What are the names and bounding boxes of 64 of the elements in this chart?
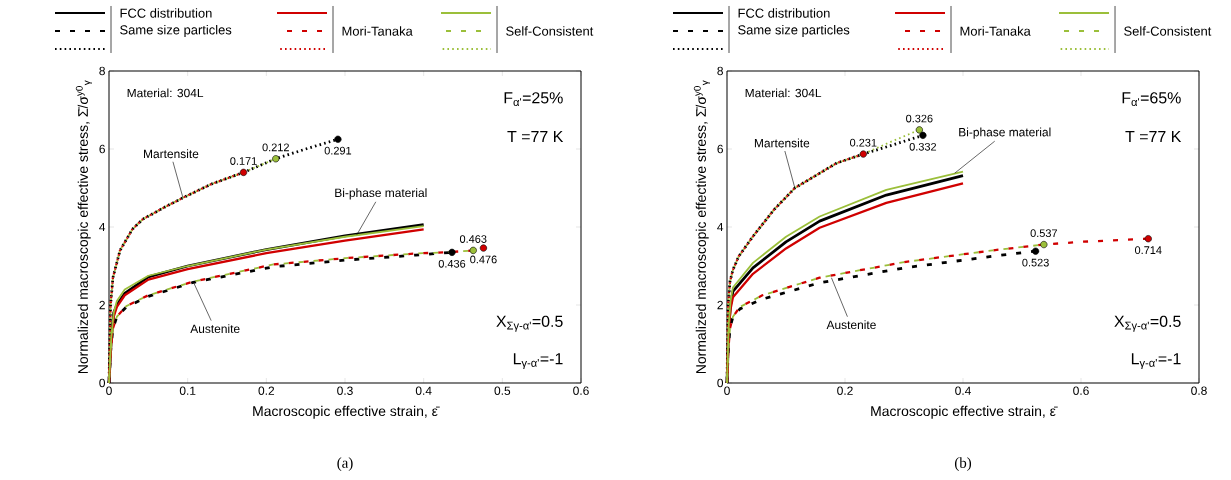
annotation: X$_{Σγ-α'}$=0.5 — [1114, 315, 1181, 332]
annotation: 0.436 — [438, 259, 466, 268]
annotation: 0.523 — [1022, 258, 1049, 267]
annotation: F$_{α'}$=65% — [1122, 92, 1181, 106]
annotation: Austenite — [826, 320, 876, 330]
x-tick-label: 0.3 — [337, 386, 353, 395]
text: (a) — [337, 457, 353, 471]
y-tick-label: 4 — [717, 222, 724, 232]
annotation: 0.463 — [459, 235, 487, 243]
y-axis-title: Normalized macroscopic effective stress, Σ̄/σ$^{y0}$γ — [75, 80, 92, 374]
x-axis-title: Macroscopic effective strain, ε̄ — [871, 405, 1058, 419]
y-tick-label: 6 — [717, 144, 723, 154]
annotation: L$_{γ-α'}$=-1 — [513, 353, 563, 370]
annotation: L$_{γ-α'}$=-1 — [1131, 353, 1181, 370]
annotation: T =77 K — [507, 131, 564, 143]
y-tick-label: 2 — [99, 300, 105, 310]
x-tick-label: 0.6 — [573, 386, 589, 395]
annotation: Material: 304L — [745, 88, 822, 98]
annotation: Bi-phase material — [959, 127, 1051, 139]
annotation: 0.171 — [230, 157, 257, 165]
y-tick-label: 0 — [717, 378, 724, 388]
annotation: T =77 K — [1125, 131, 1182, 143]
legend-label: FCC distribution — [120, 8, 212, 18]
x-tick-label: 0.1 — [179, 386, 196, 395]
text: (b) — [954, 457, 972, 471]
x-tick-label: 0 — [106, 386, 112, 395]
annotation: 0.714 — [1134, 246, 1162, 254]
x-tick-label: 0.6 — [1073, 386, 1089, 395]
y-tick-label: 8 — [717, 66, 723, 76]
y-tick-label: 0 — [99, 378, 106, 388]
x-tick-label: 0.5 — [494, 386, 511, 395]
annotation: X$_{Σγ-α'}$=0.5 — [496, 315, 563, 332]
y-tick-label: 6 — [99, 144, 105, 154]
annotation: F$_{α'}$=25% — [504, 92, 563, 106]
x-axis-title: Macroscopic effective strain, ε̄ — [253, 405, 440, 419]
x-tick-label: 0.4 — [955, 386, 971, 395]
annotation: 0.231 — [850, 138, 877, 147]
legend-label: Self-Consistent — [506, 26, 594, 36]
legend-label: Self-Consistent — [1124, 26, 1212, 36]
y-tick-label: 4 — [99, 222, 106, 232]
x-tick-label: 0.4 — [415, 386, 432, 395]
legend-label: Same size particles — [738, 24, 850, 38]
y-tick-label: 8 — [99, 66, 105, 76]
annotation: Material: 304L — [127, 88, 204, 98]
annotation: 0.537 — [1030, 229, 1057, 238]
annotation: 0.291 — [324, 146, 352, 155]
annotation: 0.326 — [906, 114, 933, 123]
y-tick-label: 2 — [717, 300, 723, 310]
annotation: Martensite — [144, 149, 199, 159]
x-tick-label: 0.2 — [258, 386, 275, 395]
annotation: 0.212 — [262, 143, 289, 152]
annotation: Austenite — [190, 324, 240, 333]
annotation: Bi-phase material — [335, 188, 427, 200]
legend-label: Mori-Tanaka — [960, 26, 1031, 36]
legend-label: FCC distribution — [738, 8, 830, 18]
annotation: 0.476 — [470, 255, 497, 264]
annotation: Martensite — [754, 138, 810, 148]
x-tick-label: 0.2 — [837, 386, 853, 395]
legend-label: Same size particles — [120, 24, 232, 38]
x-tick-label: 0.8 — [1191, 386, 1207, 395]
legend-label: Mori-Tanaka — [342, 26, 413, 36]
y-axis-title: Normalized macroscopic effective stress, Σ̄/σ$^{y0}$γ — [693, 80, 710, 374]
annotation: 0.332 — [909, 142, 937, 151]
x-tick-label: 0 — [724, 386, 730, 395]
